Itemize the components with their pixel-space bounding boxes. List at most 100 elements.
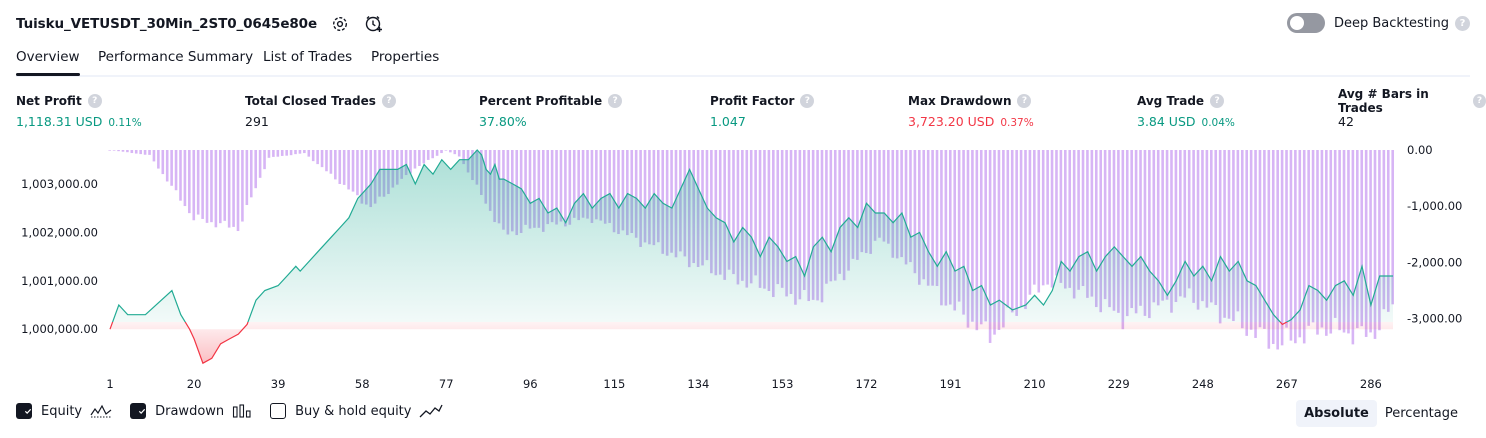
info-icon[interactable]: ? — [800, 94, 815, 108]
equity-drawdown-chart: 1,000,000.00 1,001,000.00 1,002,000.00 1,00… — [21, 143, 1462, 391]
drawdown-bar — [780, 150, 784, 288]
drawdown-bar — [524, 150, 527, 225]
drawdown-bar — [718, 150, 722, 275]
metric-label-text: Avg # Bars in Trades — [1338, 87, 1429, 115]
drawdown-bar — [603, 150, 607, 224]
info-icon[interactable]: ? — [381, 94, 396, 108]
equity-checkbox[interactable] — [16, 403, 32, 419]
x-axis-tick: 267 — [1276, 377, 1298, 391]
drawdown-bar — [356, 150, 359, 196]
drawdown-bar — [1006, 150, 1010, 308]
drawdown-bar — [1369, 150, 1372, 333]
drawdown-bar — [413, 150, 417, 169]
info-icon[interactable]: ? — [1017, 94, 1032, 108]
drawdown-bar — [1285, 150, 1288, 328]
right-axis: 0.00 -1,000.00 -2,000.00 -3,000.00 — [1407, 143, 1462, 325]
equity-area-positive — [112, 150, 1393, 322]
drawdown-bar — [1134, 150, 1138, 314]
x-axis-tick: 134 — [687, 377, 709, 391]
info-icon[interactable]: ? — [608, 94, 623, 108]
x-axis-tick: 77 — [439, 377, 454, 391]
drawdown-bar — [1271, 150, 1275, 344]
drawdown-bar — [904, 150, 908, 265]
drawdown-bar — [541, 150, 545, 232]
drawdown-bar — [860, 150, 864, 253]
drawdown-bar — [1090, 150, 1094, 297]
drawdown-bar — [555, 150, 558, 225]
tab-list-of-trades[interactable]: List of Trades — [263, 49, 353, 65]
drawdown-bar — [183, 150, 187, 207]
deep-backtesting-label: Deep Backtesting — [1333, 15, 1449, 31]
legend-buy-hold-label: Buy & hold equity — [295, 403, 412, 419]
drawdown-bar — [710, 150, 713, 274]
drawdown-bar — [621, 150, 625, 231]
drawdown-bar — [1218, 150, 1222, 324]
drawdown-bar — [338, 150, 342, 184]
add-alert-clock-icon[interactable] — [363, 13, 385, 35]
legend-equity-label: Equity — [41, 403, 83, 419]
metric-value-text: 37.80% — [479, 114, 527, 129]
drawdown-checkbox[interactable] — [130, 403, 147, 419]
deep-backtesting-toggle[interactable] — [1286, 13, 1325, 33]
metric-value: 1,118.31 USD 0.11% — [16, 114, 142, 129]
info-icon[interactable]: ? — [1210, 94, 1225, 108]
drawdown-bar — [825, 150, 828, 284]
drawdown-bar — [1139, 150, 1142, 306]
drawdown-bar — [1099, 150, 1103, 313]
info-icon[interactable]: ? — [87, 94, 102, 108]
drawdown-bar — [820, 150, 824, 303]
drawdown-bar — [1347, 150, 1350, 334]
strategy-title: Tuisku_VETUSDT_30Min_2ST0_0645e80e — [16, 16, 318, 32]
mode-percentage-button[interactable]: Percentage — [1384, 406, 1458, 421]
drawdown-bar — [174, 150, 178, 191]
drawdown-bar — [1320, 150, 1324, 328]
drawdown-bar — [935, 150, 939, 287]
mode-absolute-button[interactable]: Absolute — [1296, 400, 1377, 427]
metric-label: Profit Factor? — [710, 93, 815, 109]
metric-label-text: Net Profit — [16, 94, 82, 108]
drawdown-bar — [714, 150, 718, 276]
tab-performance-summary[interactable]: Performance Summary — [98, 49, 254, 65]
metric-label: Avg # Bars in Trades? — [1338, 87, 1486, 115]
legend-equity[interactable]: Equity — [16, 403, 112, 419]
info-icon[interactable]: ? — [1473, 94, 1486, 108]
drawdown-bar — [873, 150, 877, 241]
drawdown-bar — [170, 150, 173, 186]
strategy-header: Tuisku_VETUSDT_30Min_2ST0_0645e80e — [16, 12, 385, 36]
metric-value: 1.047 — [710, 114, 814, 129]
drawdown-bar — [165, 150, 169, 182]
settings-gear-icon[interactable] — [329, 13, 351, 35]
drawdown-bar — [741, 150, 744, 281]
tab-properties[interactable]: Properties — [371, 49, 440, 65]
drawdown-bar — [1223, 150, 1226, 318]
drawdown-bar — [564, 150, 567, 227]
metric-label-text: Profit Factor — [710, 94, 795, 108]
drawdown-bar — [391, 150, 395, 188]
x-axis-tick: 58 — [355, 377, 370, 391]
drawdown-bar — [732, 150, 735, 275]
drawdown-bar — [320, 150, 324, 168]
drawdown-bar — [634, 150, 638, 238]
drawdown-bar — [798, 150, 802, 300]
drawdown-bar — [409, 150, 412, 174]
legend-buy-hold[interactable]: Buy & hold equity — [270, 403, 444, 419]
drawdown-bar — [1064, 150, 1067, 289]
drawdown-bar — [422, 150, 426, 164]
x-axis-tick: 20 — [187, 377, 202, 391]
drawdown-bar — [223, 150, 227, 221]
drawdown-bar — [745, 150, 749, 288]
buy-hold-checkbox[interactable] — [270, 403, 287, 419]
drawdown-bar — [736, 150, 740, 285]
legend-drawdown-label: Drawdown — [155, 403, 225, 419]
equity-line — [111, 149, 1393, 322]
drawdown-bar — [802, 150, 806, 290]
help-icon[interactable]: ? — [1455, 15, 1470, 31]
drawdown-bar — [258, 150, 262, 178]
drawdown-bar — [639, 150, 642, 247]
tab-bar: Overview Performance Summary List of Tra… — [16, 44, 1470, 77]
drawdown-bar — [847, 150, 850, 271]
drawdown-bar — [1325, 150, 1328, 336]
drawdown-bar — [227, 150, 231, 228]
tab-overview[interactable]: Overview — [16, 49, 80, 76]
legend-drawdown[interactable]: Drawdown — [130, 403, 252, 419]
